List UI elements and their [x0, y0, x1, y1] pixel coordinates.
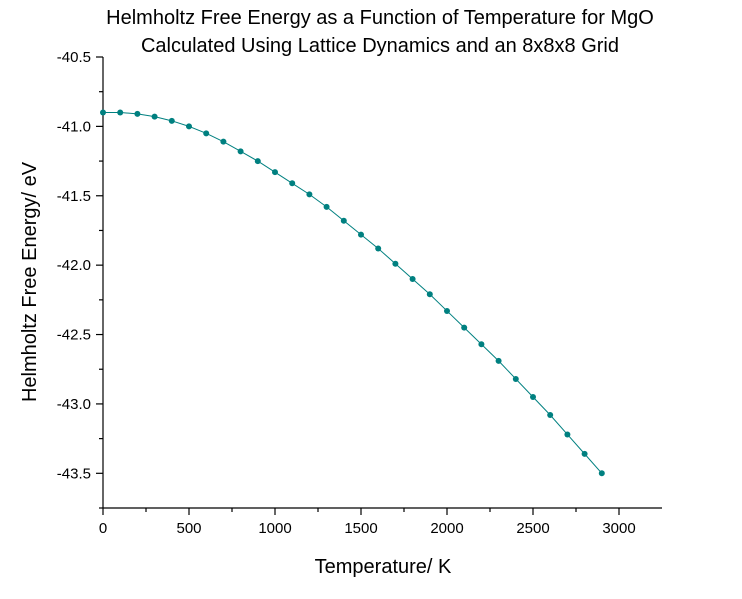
- x-axis-label: Temperature/ K: [315, 556, 452, 578]
- data-point: [340, 217, 347, 224]
- data-point: [426, 291, 433, 298]
- y-tick-label: -42.0: [57, 257, 91, 274]
- data-point: [254, 158, 261, 165]
- data-point: [151, 113, 158, 120]
- data-point: [306, 191, 313, 198]
- data-point: [547, 412, 554, 419]
- data-point: [392, 260, 399, 267]
- y-tick-label: -43.0: [57, 396, 91, 413]
- y-axis-label: Helmholtz Free Energy/ eV: [19, 161, 41, 402]
- data-point: [375, 245, 382, 252]
- data-point: [289, 180, 296, 187]
- data-point: [598, 470, 605, 477]
- data-point: [272, 169, 278, 176]
- plot-frame: [102, 57, 662, 509]
- y-tick-label: -41.0: [57, 118, 91, 135]
- x-axis-ticks: 0 500 1000 1500 2000 2500 3000: [99, 508, 636, 537]
- data-point: [495, 357, 502, 364]
- x-tick-label: 1500: [344, 520, 377, 537]
- data-point: [530, 393, 536, 400]
- data-point: [358, 231, 364, 238]
- y-tick-label: -43.5: [57, 465, 91, 482]
- y-tick-label: -40.5: [57, 49, 91, 66]
- x-tick-label: 0: [99, 520, 107, 537]
- data-point: [512, 375, 519, 382]
- chart-title-line-2: Calculated Using Lattice Dynamics and an…: [141, 35, 619, 57]
- data-point: [134, 110, 141, 117]
- y-axis-ticks: -40.5 -41.0 -41.5 -42.0 -42.5 -43.0 -43.5: [57, 49, 103, 509]
- data-point: [461, 324, 468, 331]
- data-point: [323, 203, 330, 210]
- data-point: [478, 341, 485, 348]
- data-point: [186, 123, 192, 130]
- x-tick-label: 1000: [258, 520, 291, 537]
- x-tick-label: 3000: [602, 520, 635, 537]
- y-tick-label: -41.5: [57, 188, 91, 205]
- x-tick-label: 500: [176, 520, 201, 537]
- data-point: [117, 109, 124, 116]
- chart-title-line-1: Helmholtz Free Energy as a Function of T…: [106, 7, 654, 29]
- data-point: [220, 138, 227, 145]
- data-point: [581, 450, 588, 457]
- series-layer: [100, 109, 605, 477]
- data-point: [168, 117, 175, 124]
- data-point: [444, 307, 450, 314]
- data-point: [409, 276, 416, 283]
- data-point: [203, 130, 210, 137]
- x-tick-label: 2500: [516, 520, 549, 537]
- data-point: [100, 109, 106, 116]
- y-tick-label: -42.5: [57, 327, 91, 344]
- data-point: [237, 148, 244, 155]
- series-line: [103, 112, 603, 474]
- x-tick-label: 2000: [430, 520, 463, 537]
- data-point: [564, 431, 571, 438]
